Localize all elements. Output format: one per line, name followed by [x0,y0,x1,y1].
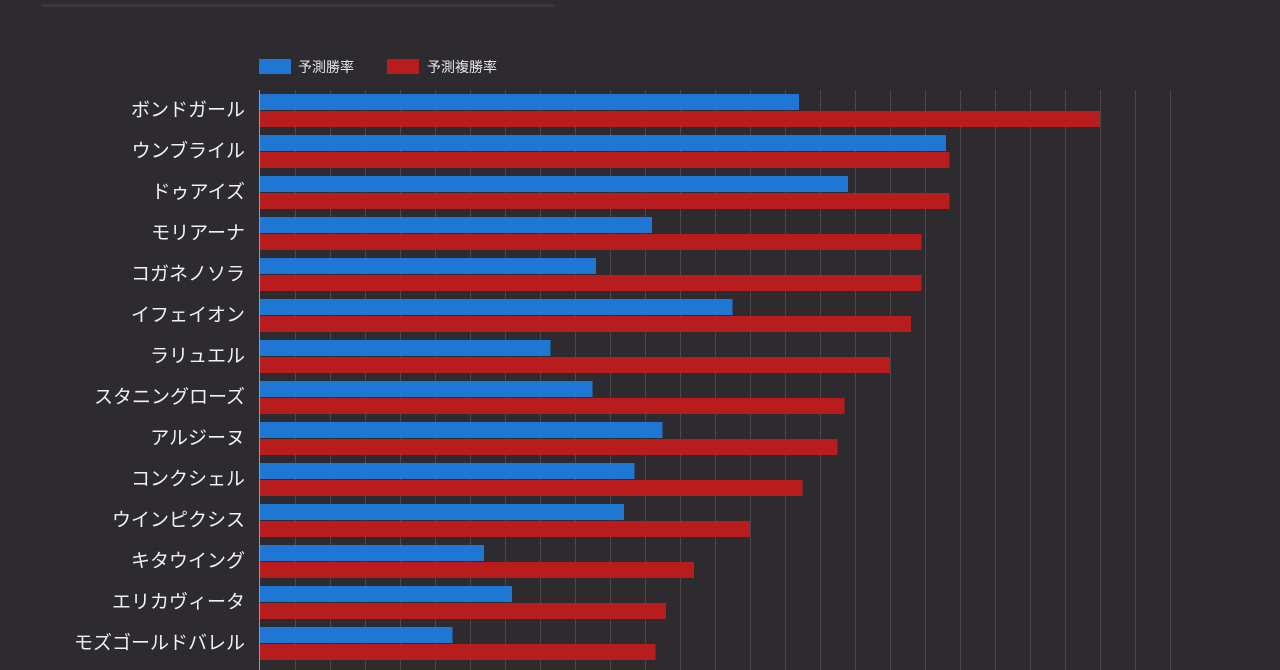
category-label-0: ボンドガール [131,99,245,121]
category-label-9: コンクシェル [131,468,245,490]
category-label-12: エリカヴィータ [112,591,245,613]
bar-series-1-3 [260,234,922,250]
bar-series-0-1 [260,135,946,151]
legend-swatch-series-1 [387,59,419,74]
category-label-6: ラリュエル [150,345,245,367]
legend-swatch-series-0 [259,59,291,74]
category-label-1: ウンブライル [132,139,245,162]
bar-series-0-4 [260,258,596,274]
legend-label-series-0: 予測勝率 [298,59,354,76]
bar-series-1-10 [260,521,750,537]
category-label-2: ドゥアイズ [152,181,245,203]
category-label-5: イフェイオン [131,304,245,326]
category-label-10: ウインピクシス [112,509,245,531]
bar-series-0-6 [260,340,551,356]
bars [260,94,1100,660]
bar-series-1-0 [260,111,1100,127]
bar-series-1-11 [260,562,694,578]
category-label-4: コガネノソラ [131,263,245,285]
category-label-7: スタニングローズ [94,386,245,408]
category-label-11: キタウイング [131,550,245,572]
bar-series-0-2 [260,176,848,192]
bar-series-0-9 [260,463,635,479]
bar-series-0-5 [260,299,733,315]
bar-series-1-12 [260,603,666,619]
bar-series-0-10 [260,504,624,520]
category-label-13: モズゴールドバレル [74,632,245,654]
bar-series-1-1 [260,152,950,168]
bar-series-0-3 [260,217,652,233]
category-labels: ボンドガールウンブライルドゥアイズモリアーナコガネノソライフェイオンラリュエルス… [74,99,245,654]
legend: 予測勝率 予測複勝率 [259,59,497,76]
bar-series-0-13 [260,627,453,643]
category-label-3: モリアーナ [151,222,245,244]
bar-series-1-4 [260,275,922,291]
top-scrollbar [42,4,554,7]
bar-series-1-6 [260,357,890,373]
bar-series-0-0 [260,94,799,110]
bar-series-1-9 [260,480,803,496]
bar-series-1-5 [260,316,911,332]
bar-series-1-13 [260,644,656,660]
bar-series-1-7 [260,398,845,414]
bar-series-0-12 [260,586,512,602]
bar-series-0-8 [260,422,663,438]
category-label-8: アルジーヌ [150,427,245,449]
legend-label-series-1: 予測複勝率 [427,59,497,76]
bar-series-1-8 [260,439,838,455]
bar-series-0-7 [260,381,593,397]
bar-series-1-2 [260,193,950,209]
bar-series-0-11 [260,545,484,561]
